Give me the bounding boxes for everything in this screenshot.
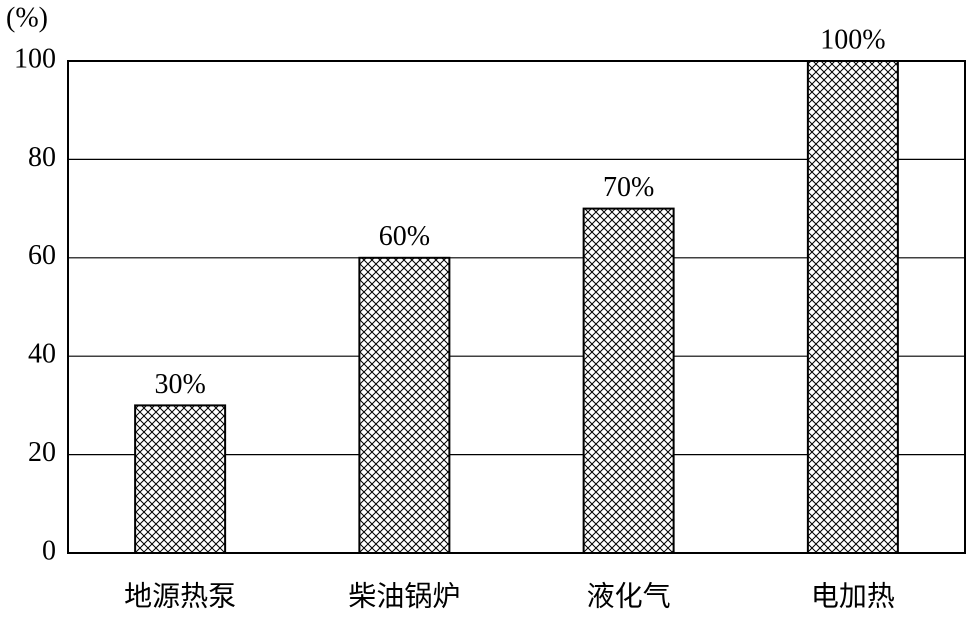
bar	[806, 60, 899, 554]
value-label: 100%	[820, 24, 885, 55]
bar	[582, 207, 675, 554]
bar	[358, 256, 451, 554]
y-tick-label: 100	[14, 43, 56, 74]
x-tick-label: 柴油锅炉	[348, 580, 460, 612]
value-label: 30%	[154, 369, 205, 400]
bar	[134, 404, 227, 554]
y-tick-label: 0	[42, 535, 56, 566]
y-tick-label: 40	[28, 339, 56, 370]
y-tick-label: 20	[28, 437, 56, 468]
y-axis-label: (%)	[6, 2, 48, 33]
value-label: 60%	[379, 221, 430, 252]
plot-frame	[67, 60, 966, 554]
x-tick-label: 液化气	[587, 580, 671, 612]
x-tick-label: 电加热	[811, 580, 895, 612]
y-tick-label: 80	[28, 142, 56, 173]
value-label: 70%	[603, 172, 654, 203]
x-tick-label: 地源热泵	[124, 580, 236, 612]
y-tick-label: 60	[28, 240, 56, 271]
